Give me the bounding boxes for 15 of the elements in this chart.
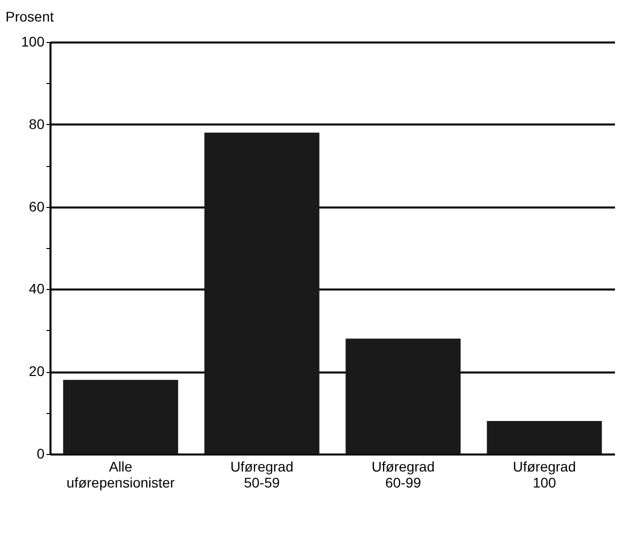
x-tick-label: Uføregrad 50-59 [230, 458, 294, 490]
bar [204, 132, 320, 454]
bar [63, 380, 178, 454]
x-tick-label: Uføregrad 100 [512, 458, 576, 490]
x-tick-label: Alle uførepensionister [66, 458, 176, 490]
y-tick-label: 80 [28, 116, 45, 132]
y-tick-label: 20 [28, 363, 45, 380]
bar [486, 421, 602, 454]
x-tick-label: Uføregrad 60-99 [372, 458, 435, 490]
bar [346, 338, 461, 454]
y-tick-label: 40 [28, 280, 45, 297]
y-tick-label: 60 [28, 198, 45, 214]
y-axis-title: Prosent [6, 8, 54, 24]
y-tick-label: 100 [21, 34, 45, 50]
y-tick-label: 0 [36, 446, 45, 462]
